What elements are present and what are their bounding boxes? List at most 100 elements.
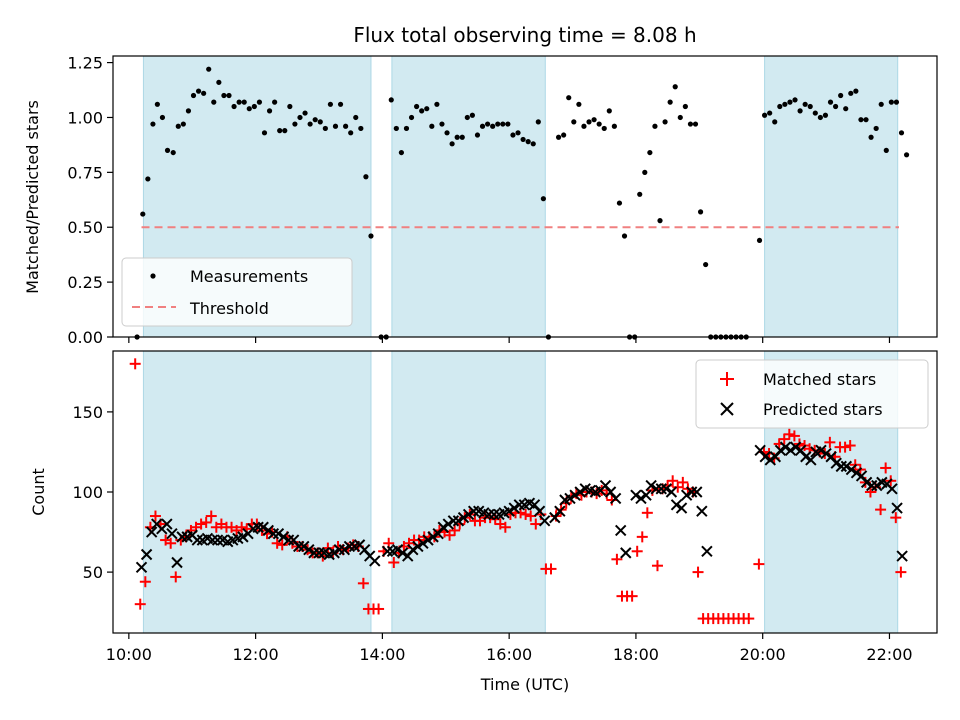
predicted-star-point-102 — [670, 499, 683, 511]
predicted-star-point-124 — [830, 457, 842, 469]
predicted-star-point-60 — [447, 515, 460, 527]
predicted-star-point-111 — [764, 454, 777, 466]
predicted-star-point-78 — [538, 515, 551, 527]
ratio-ytick-label-5: 1.25 — [67, 54, 103, 73]
measurement-point-10 — [185, 108, 192, 114]
predicted-star-point-100 — [660, 483, 673, 495]
predicted-star-point-8 — [176, 531, 188, 543]
measurement-point-138 — [853, 88, 859, 94]
legend-measurements-marker — [150, 273, 156, 279]
measurement-point-88 — [591, 117, 597, 123]
measurement-point-29 — [282, 128, 288, 134]
predicted-star-point-135 — [886, 483, 898, 495]
matched-star-point-150 — [895, 566, 907, 578]
matched-star-point-78 — [525, 510, 537, 522]
ratio-x-ticks — [128, 337, 891, 343]
count-x-ticks: 10:00 12:00 14:00 16:00 18:00 20:00 22:00 — [106, 633, 913, 664]
predicted-star-point-106 — [691, 486, 703, 498]
predicted-star-point-5 — [161, 518, 173, 530]
measurement-point-34 — [307, 121, 313, 127]
predicted-star-point-59 — [442, 518, 455, 530]
matched-star-point-77 — [520, 508, 532, 520]
predicted-star-point-39 — [333, 543, 345, 556]
ratio-panel-frame — [112, 55, 938, 338]
predicted-star-point-41 — [343, 540, 356, 553]
matched-star-point-107 — [672, 481, 684, 493]
predicted-star-point-93 — [620, 547, 632, 559]
measurement-point-92 — [611, 123, 617, 129]
measurement-point-13 — [201, 90, 207, 96]
measurement-point-103 — [667, 99, 673, 105]
predicted-star-point-29 — [282, 534, 295, 546]
ratio-ytick-label-4: 1.00 — [67, 108, 103, 127]
predicted-star-point-33 — [303, 543, 315, 556]
measurement-point-64 — [464, 114, 470, 121]
measurement-point-28 — [277, 128, 283, 134]
predicted-star-point-107 — [696, 505, 708, 517]
measurement-point-49 — [388, 97, 394, 103]
xtick-label-0: 10:00 — [106, 645, 152, 664]
legend-predicted-label: Predicted stars — [763, 400, 883, 419]
measurement-point-101 — [657, 218, 663, 224]
measurement-point-22 — [246, 106, 252, 112]
measurement-point-102 — [662, 119, 668, 125]
measurement-point-46 — [368, 233, 374, 239]
measurement-point-37 — [322, 125, 328, 132]
predicted-star-point-98 — [650, 483, 662, 495]
measurement-point-65 — [469, 112, 475, 118]
matched-star-point-13 — [195, 518, 207, 530]
measurement-point-91 — [606, 108, 612, 114]
predicted-star-point-130 — [860, 476, 873, 489]
predicted-star-point-24 — [257, 521, 269, 533]
measurement-point-35 — [312, 117, 318, 123]
predicted-star-point-103 — [675, 502, 688, 514]
measurement-point-16 — [216, 79, 222, 85]
matched-star-point-63 — [449, 524, 461, 536]
measurement-point-98 — [642, 169, 648, 175]
measurement-point-17 — [221, 92, 227, 99]
measurement-point-3 — [150, 121, 156, 127]
predicted-star-point-125 — [835, 460, 847, 473]
predicted-star-point-72 — [508, 502, 520, 514]
predicted-star-point-71 — [503, 505, 515, 517]
matched-star-point-149 — [890, 512, 902, 524]
measurement-point-89 — [596, 121, 602, 127]
predicted-star-point-23 — [252, 521, 264, 533]
measurement-point-21 — [241, 99, 247, 105]
measurement-point-106 — [682, 103, 688, 110]
predicted-star-point-7 — [171, 556, 183, 569]
ratio-legend-box — [121, 257, 353, 327]
measurement-point-7 — [170, 149, 176, 156]
measurement-point-9 — [180, 121, 186, 127]
measurement-point-122 — [772, 119, 778, 125]
predicted-star-point-118 — [800, 451, 812, 463]
xtick-label-3: 16:00 — [486, 645, 532, 664]
measurement-point-59 — [439, 121, 445, 127]
count-panel: 50 100 150 10:00 12:00 14:00 16:00 18:00 20:00 2… — [29, 350, 938, 694]
measurement-point-94 — [621, 233, 628, 239]
predicted-star-point-63 — [462, 508, 475, 521]
measurement-point-31 — [292, 121, 298, 127]
measurement-point-25 — [261, 130, 268, 136]
measurement-point-30 — [287, 103, 293, 110]
measurement-point-33 — [302, 110, 308, 116]
predicted-star-point-27 — [272, 527, 285, 540]
measurement-point-76 — [525, 139, 531, 145]
predicted-star-point-80 — [554, 505, 566, 517]
legend-predicted-marker — [720, 402, 734, 416]
predicted-star-point-119 — [805, 454, 817, 466]
matched-star-point-73 — [499, 521, 511, 533]
predicted-star-point-49 — [391, 543, 404, 556]
measurement-point-53 — [408, 114, 415, 121]
measurement-point-83 — [566, 95, 572, 101]
measurement-point-146 — [893, 99, 900, 105]
matched-star-point-106 — [667, 475, 679, 487]
count-ytick-label-0: 50 — [83, 563, 103, 582]
legend-threshold-label: Threshold — [189, 299, 269, 318]
measurement-point-108 — [692, 121, 699, 127]
measurement-point-127 — [797, 108, 803, 114]
measurement-point-136 — [843, 106, 849, 112]
matched-star-point-45 — [357, 577, 369, 589]
measurement-point-133 — [827, 99, 834, 105]
matched-star-point-14 — [200, 516, 212, 528]
